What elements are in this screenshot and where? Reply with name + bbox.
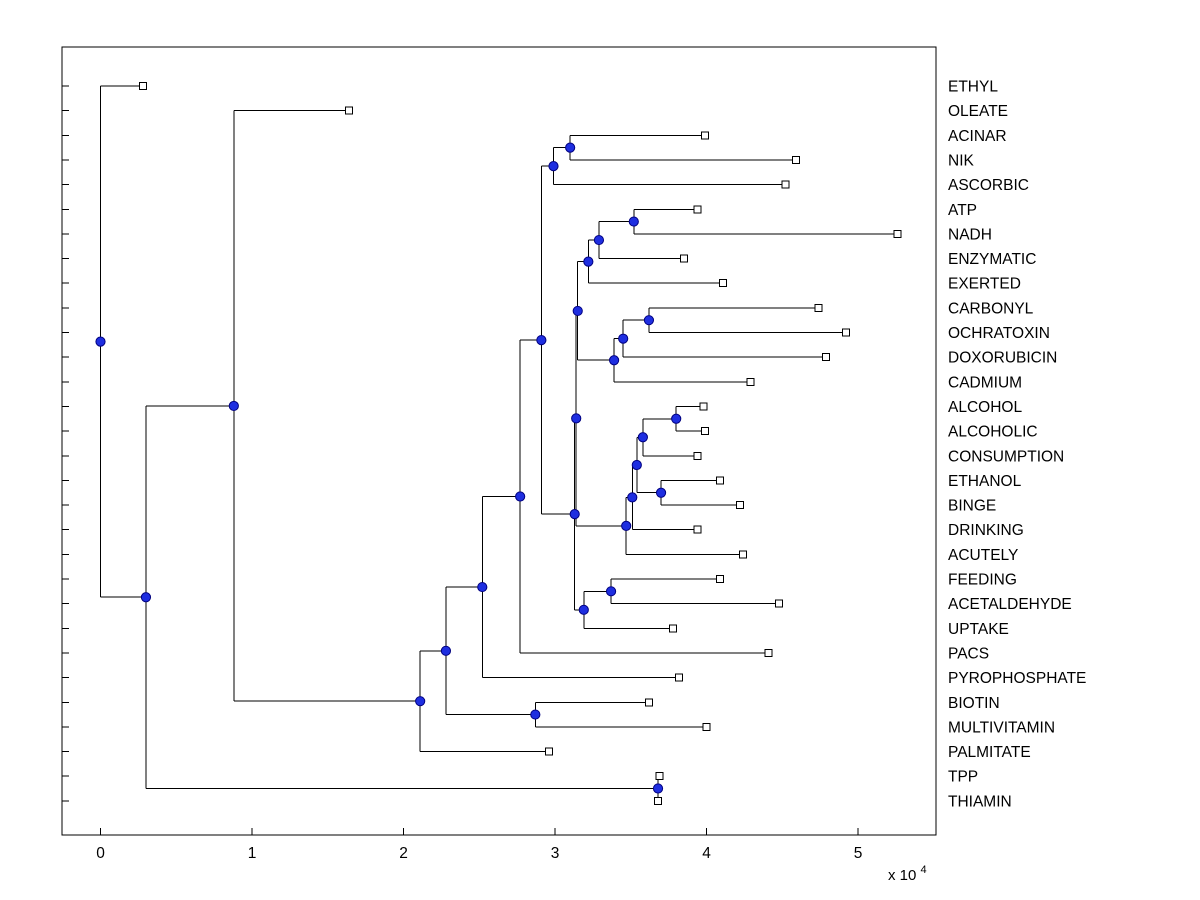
leaf-label: ACUTELY — [948, 547, 1018, 564]
leaf-marker — [644, 698, 653, 707]
branch-node-marker — [643, 315, 655, 326]
branch-node-marker — [627, 492, 638, 503]
leaf-marker — [700, 427, 709, 436]
branch-node-marker — [228, 400, 239, 412]
leaf-marker — [138, 82, 147, 90]
branch-node-marker — [565, 142, 576, 153]
leaf-label: PYROPHOSPHATE — [948, 670, 1086, 687]
x-tick-label: 0 — [96, 845, 105, 862]
leaf-marker — [738, 550, 747, 559]
leaf-label: ACINAR — [948, 128, 1007, 145]
leaf-marker — [716, 476, 725, 485]
leaf-label: MULTIVITAMIN — [948, 719, 1055, 736]
leaf-label: BIOTIN — [948, 695, 1000, 712]
leaf-label: CONSUMPTION — [948, 448, 1064, 465]
branch-node-marker — [572, 305, 583, 317]
branch-node-marker — [637, 432, 648, 443]
leaf-label: DOXORUBICIN — [948, 350, 1057, 367]
x-tick-label: 1 — [248, 845, 257, 862]
leaf-label: NADH — [948, 226, 992, 243]
leaf-label: EXERTED — [948, 276, 1021, 293]
branch-node-marker — [95, 336, 106, 347]
x-tick-label: 5 — [854, 845, 863, 862]
leaf-label: OCHRATOXIN — [948, 325, 1050, 342]
plot-border — [61, 46, 937, 836]
leaf-label: ETHANOL — [948, 473, 1022, 490]
leaf-marker — [669, 624, 678, 633]
leaf-label: ALCOHOL — [948, 399, 1022, 416]
branch-node-marker — [415, 696, 426, 707]
leaf-label: ATP — [948, 202, 977, 219]
leaf-label: CADMIUM — [948, 374, 1022, 391]
leaf-marker — [702, 722, 711, 731]
branch-node-marker — [569, 509, 580, 520]
leaf-marker — [719, 279, 728, 288]
leaf-label: THIAMIN — [948, 793, 1012, 810]
leaf-label: TPP — [948, 769, 978, 786]
leaf-label: ENZYMATIC — [948, 251, 1036, 268]
leaf-marker — [654, 796, 663, 805]
leaf-marker — [344, 106, 353, 115]
branch-node-marker — [631, 459, 642, 471]
leaf-label: OLEATE — [948, 103, 1008, 120]
branch-node-marker — [536, 335, 547, 346]
leaf-label: BINGE — [948, 498, 996, 515]
branch-node-marker — [628, 216, 639, 227]
branch-node-marker — [571, 413, 582, 424]
branch-node-marker — [655, 487, 667, 498]
branch-node-marker — [530, 709, 541, 720]
branch-node-marker — [548, 161, 559, 172]
leaf-label: ALCOHOLIC — [948, 424, 1038, 441]
branch-node-marker — [652, 783, 664, 794]
leaf-marker — [893, 229, 902, 238]
leaf-label: CARBONYL — [948, 300, 1034, 317]
leaf-marker — [746, 377, 755, 386]
leaf-label: DRINKING — [948, 522, 1024, 539]
leaf-marker — [775, 599, 784, 608]
branch-node-marker — [608, 355, 620, 366]
leaf-marker — [781, 180, 790, 189]
leaf-label: ACETALDEHYDE — [948, 596, 1072, 613]
leaf-marker — [693, 525, 702, 534]
x-tick-label: 3 — [551, 845, 560, 862]
branch-node-marker — [583, 256, 594, 267]
x-tick-label: 2 — [399, 845, 408, 862]
leaf-marker — [716, 575, 725, 583]
leaf-marker — [544, 747, 553, 756]
leaf-marker — [655, 772, 664, 781]
branch-node-marker — [621, 520, 632, 531]
leaf-marker — [841, 328, 850, 337]
branch-node-marker — [515, 491, 526, 502]
leaf-label: ASCORBIC — [948, 177, 1029, 194]
branch-node-marker — [593, 234, 605, 246]
leaf-marker — [693, 451, 702, 460]
branch-node-marker — [618, 333, 629, 344]
leaf-marker — [675, 673, 684, 682]
branch-node-marker — [671, 413, 682, 424]
branch-node-marker — [578, 604, 589, 615]
leaf-marker — [699, 402, 708, 411]
leaf-label: NIK — [948, 152, 975, 169]
branch-node-marker — [140, 592, 152, 603]
leaf-marker — [735, 501, 744, 510]
leaf-label: UPTAKE — [948, 621, 1009, 638]
leaf-marker — [814, 303, 823, 312]
leaf-marker — [700, 131, 709, 140]
branch-node-marker — [605, 586, 617, 597]
leaf-label: FEEDING — [948, 572, 1017, 589]
branch-node-marker — [440, 645, 452, 656]
axis-exponent-label: x 10 4 — [888, 864, 927, 884]
leaf-label: PACS — [948, 645, 989, 662]
leaf-label: PALMITATE — [948, 744, 1031, 761]
leaf-marker — [822, 353, 831, 362]
branch-node-marker — [477, 581, 488, 593]
leaf-label: ETHYL — [948, 79, 998, 96]
leaf-marker — [791, 155, 800, 164]
leaf-marker — [679, 254, 688, 263]
leaf-marker — [693, 205, 702, 214]
leaf-marker — [764, 648, 773, 657]
x-tick-label: 4 — [702, 845, 711, 862]
